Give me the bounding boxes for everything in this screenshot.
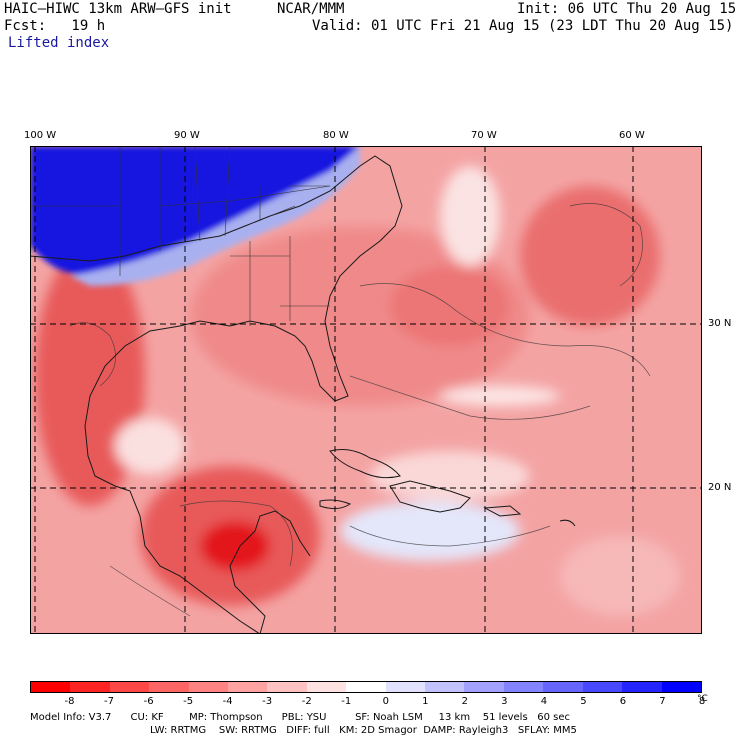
colorbar-tick-label: 5 bbox=[580, 696, 587, 707]
lon-label-80w: 80 W bbox=[323, 130, 349, 141]
colorbar-cell-3 bbox=[149, 682, 189, 692]
colorbar-cell-0 bbox=[31, 682, 71, 692]
colorbar-cell-5 bbox=[228, 682, 268, 692]
lon-label-70w: 70 W bbox=[471, 130, 497, 141]
colorbar-cell-2 bbox=[109, 682, 150, 692]
colorbar-tick-label: 3 bbox=[501, 696, 508, 707]
contours bbox=[69, 203, 651, 617]
colorbar-tick-label: -1 bbox=[341, 696, 352, 707]
lon-label-100w: 100 W bbox=[24, 130, 57, 141]
colorbar-tick-label: -4 bbox=[222, 696, 233, 707]
forecast-hour: Fcst: 19 h bbox=[4, 18, 106, 34]
colorbar-cell-1 bbox=[70, 682, 110, 692]
lon-label-60w: 60 W bbox=[619, 130, 645, 141]
colorbar-tick-label: 4 bbox=[540, 696, 548, 707]
colorbar-tick-label: 2 bbox=[461, 696, 468, 707]
lat-label-20n: 20 N bbox=[708, 482, 732, 493]
colorbar-tick-label: -8 bbox=[64, 696, 75, 707]
colorbar bbox=[30, 681, 702, 693]
init-time: Init: 06 UTC Thu 20 Aug 15 bbox=[517, 1, 737, 17]
field-shading bbox=[35, 166, 680, 616]
colorbar-cell-7 bbox=[306, 682, 347, 692]
field-name: Lifted index bbox=[8, 35, 110, 51]
model-info-line1: Model Info: V3.7 CU: KF MP: Thompson PBL… bbox=[30, 712, 570, 723]
coastlines bbox=[30, 155, 576, 634]
colorbar-tick-label: -3 bbox=[262, 696, 273, 707]
colorbar-cell-6 bbox=[267, 682, 307, 692]
lon-label-90w: 90 W bbox=[174, 130, 200, 141]
colorbar-tick-label: 6 bbox=[619, 696, 627, 707]
colorbar-cell-4 bbox=[188, 682, 229, 692]
colorbar-cell-14 bbox=[582, 682, 623, 692]
colorbar-unit: °C bbox=[697, 694, 708, 704]
colorbar-tick-label: -6 bbox=[143, 696, 154, 707]
colorbar-cell-11 bbox=[464, 682, 504, 692]
colorbar-tick-label: -5 bbox=[183, 696, 194, 707]
model-info-line2: LW: RRTMG SW: RRTMG DIFF: full KM: 2D Sm… bbox=[150, 725, 577, 736]
positive-li-region bbox=[30, 146, 360, 286]
org-label: NCAR/MMM bbox=[277, 1, 345, 17]
lifted-index-map bbox=[30, 146, 702, 634]
colorbar-cell-13 bbox=[543, 682, 583, 692]
colorbar-cell-10 bbox=[425, 682, 465, 692]
colorbar-tick-label: 8 bbox=[698, 696, 706, 707]
colorbar-tick-label: 7 bbox=[659, 696, 666, 707]
lat-label-30n: 30 N bbox=[708, 318, 732, 329]
colorbar-cell-16 bbox=[661, 682, 701, 692]
state-borders bbox=[30, 146, 331, 326]
colorbar-cell-15 bbox=[622, 682, 662, 692]
colorbar-cell-9 bbox=[385, 682, 426, 692]
colorbar-tick-label: -2 bbox=[301, 696, 312, 707]
colorbar-tick-label: 1 bbox=[422, 696, 429, 707]
colorbar-tick-label: -7 bbox=[104, 696, 115, 707]
model-title: HAIC–HIWC 13km ARW–GFS init bbox=[4, 1, 232, 17]
colorbar-cell-12 bbox=[503, 682, 544, 692]
colorbar-tick-label: 0 bbox=[382, 696, 389, 707]
graticule bbox=[30, 146, 702, 634]
colorbar-cell-8 bbox=[346, 682, 386, 692]
valid-time: Valid: 01 UTC Fri 21 Aug 15 (23 LDT Thu … bbox=[312, 18, 734, 34]
